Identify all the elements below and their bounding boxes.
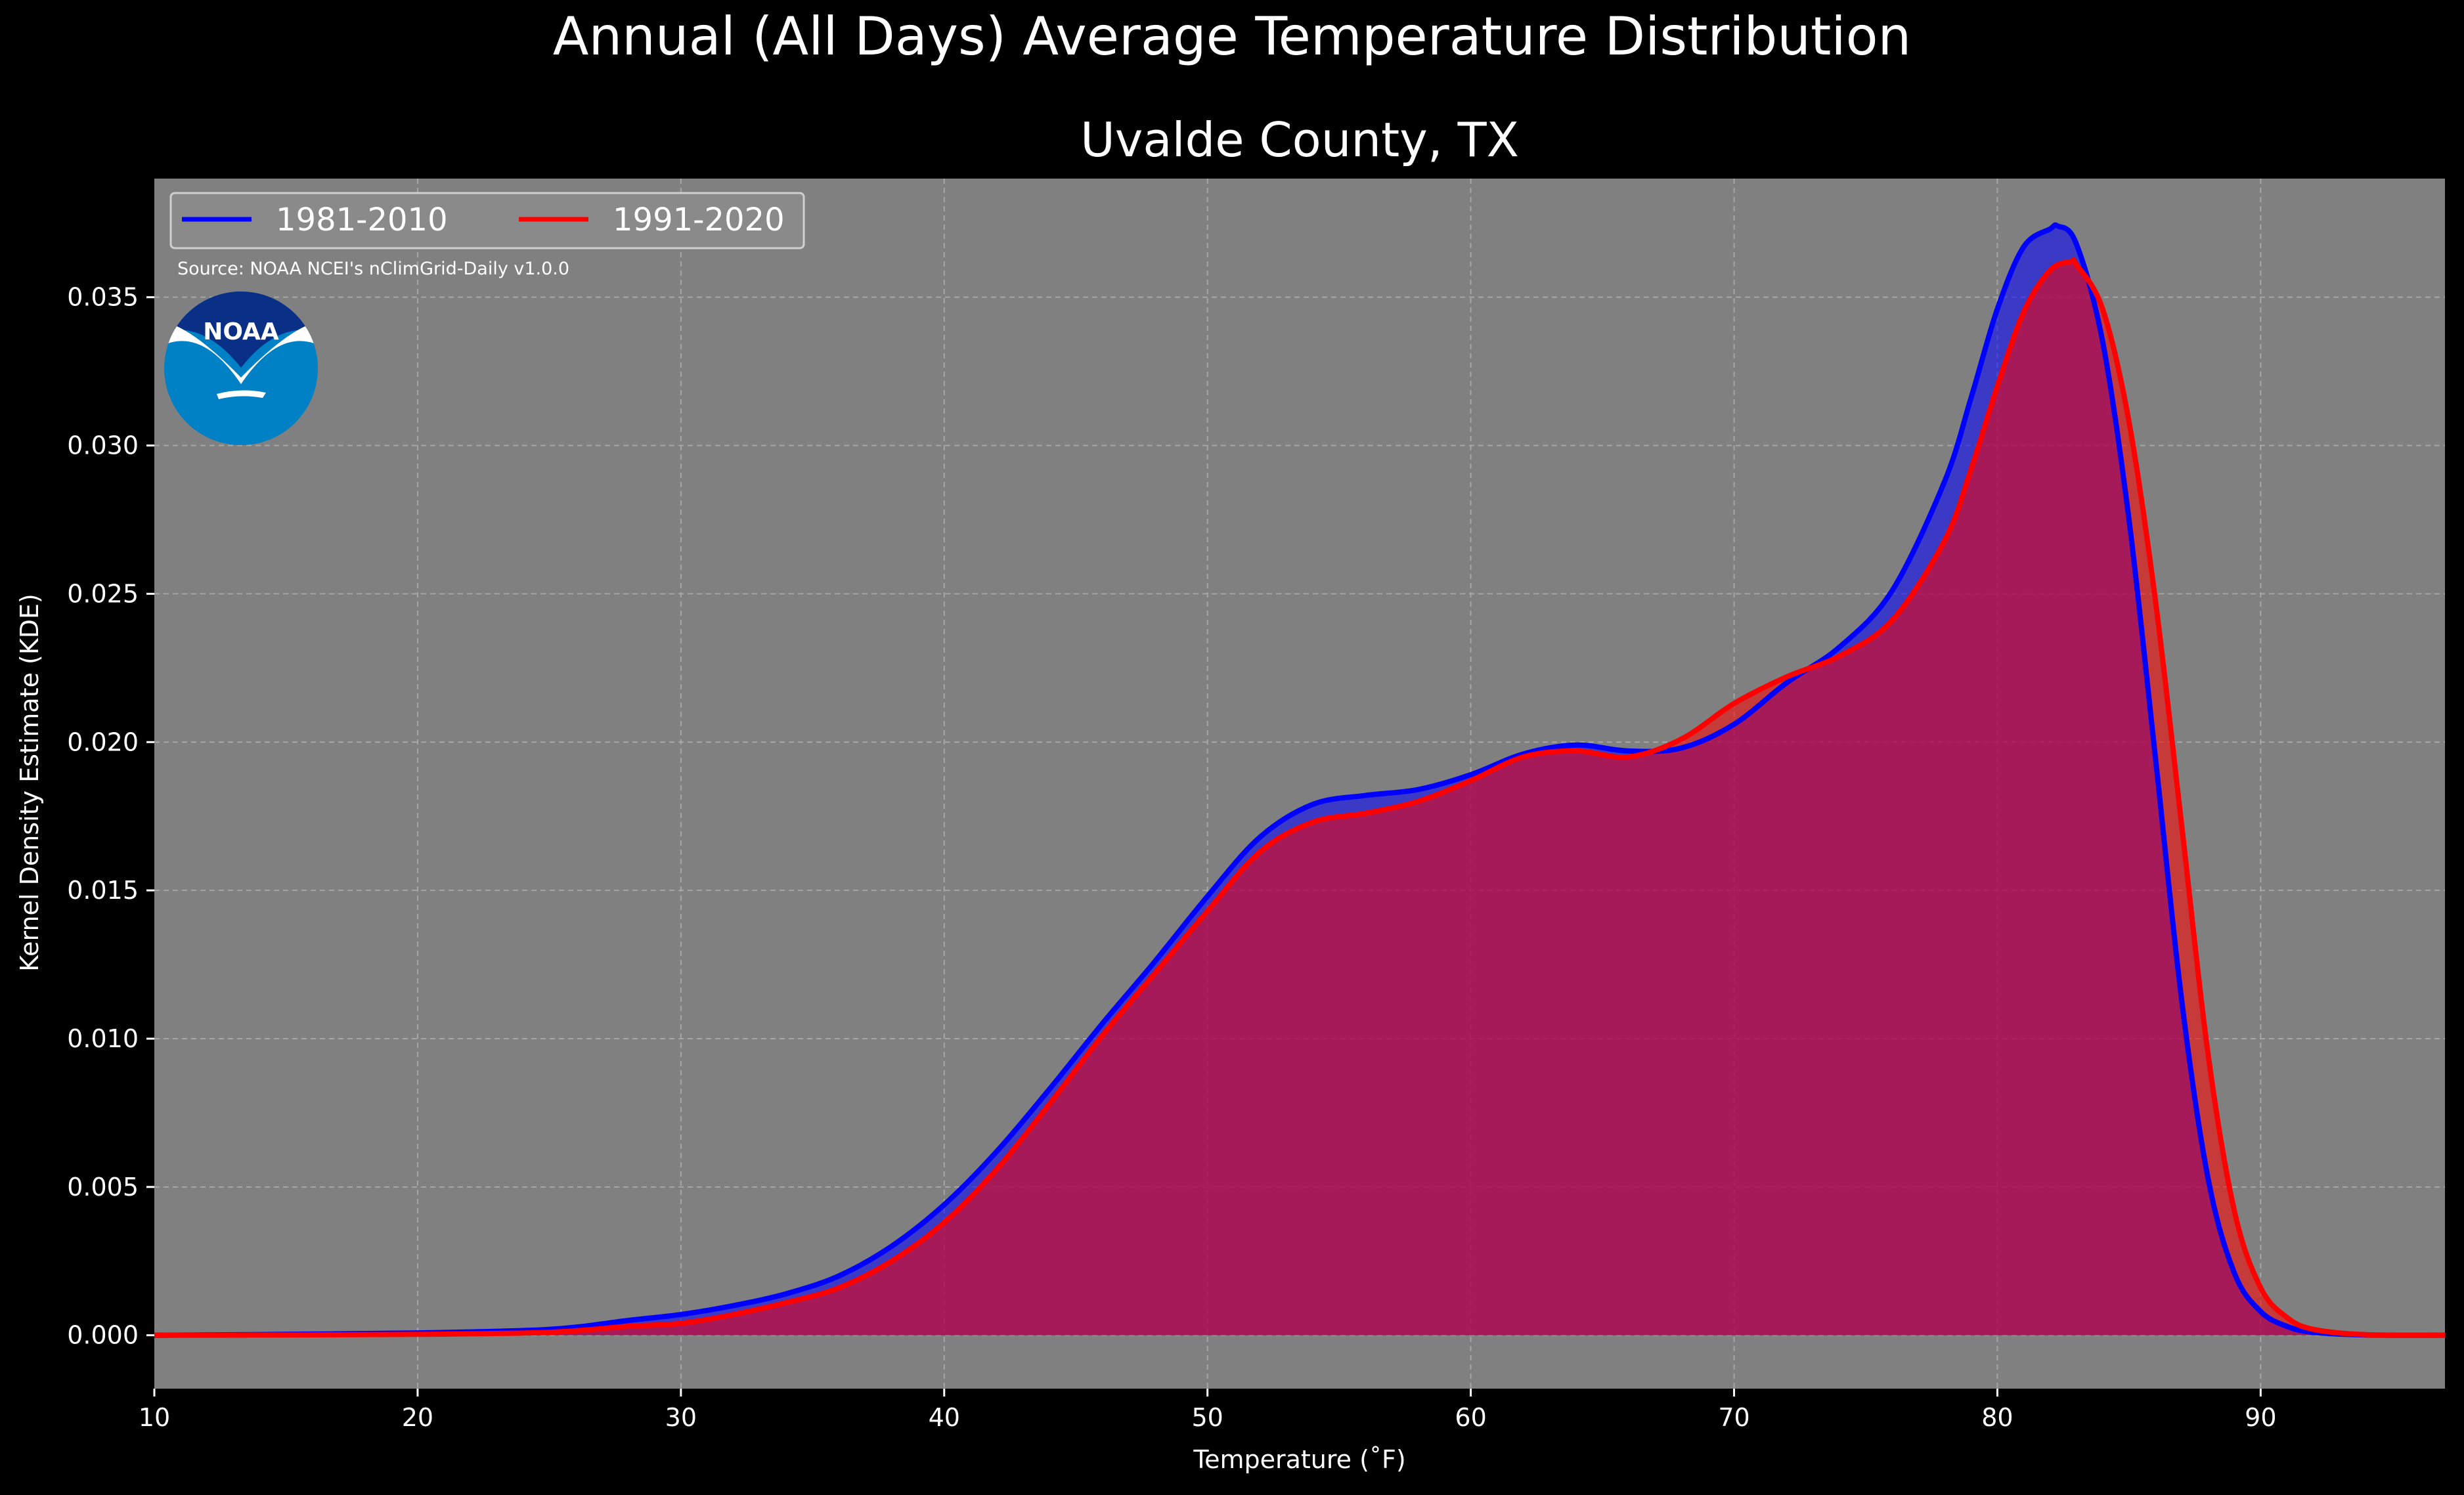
legend: 1981-2010 1991-2020	[169, 192, 805, 249]
noaa-logo-bird-icon	[164, 322, 318, 384]
y-axis-ticks: 0.000 0.005 0.010 0.015 0.020 0.025 0.030 0.035	[67, 283, 154, 1350]
x-tick-label: 80	[1981, 1403, 2013, 1432]
noaa-logo: NOAA	[164, 292, 318, 445]
y-tick-label: 0.005	[67, 1173, 139, 1202]
y-tick-label: 0.015	[67, 876, 139, 905]
figure-suptitle: Annual (All Days) Average Temperature Di…	[553, 6, 1911, 67]
x-tick-label: 30	[665, 1403, 697, 1432]
x-tick-label: 20	[402, 1403, 433, 1432]
x-axis-label: Temperature (˚F)	[1193, 1445, 1405, 1474]
y-tick-label: 0.030	[67, 431, 139, 460]
y-tick-label: 0.020	[67, 727, 139, 756]
noaa-logo-text: NOAA	[203, 318, 279, 345]
source-note: Source: NOAA NCEI's nClimGrid-Daily v1.0…	[177, 259, 569, 279]
noaa-logo-tail	[217, 390, 266, 399]
noaa-logo-top	[164, 292, 318, 368]
x-tick-label: 70	[1718, 1403, 1749, 1432]
series-line-1991-2020	[154, 257, 2446, 1338]
area-fills	[154, 225, 2445, 1335]
y-tick-label: 0.000	[67, 1321, 139, 1350]
x-tick-label: 10	[139, 1403, 170, 1432]
legend-label-1981-2010: 1981-2010	[276, 202, 448, 238]
legend-label-1991-2020: 1991-2020	[613, 202, 785, 238]
y-tick-label: 0.010	[67, 1024, 139, 1053]
legend-box	[169, 192, 805, 249]
chart-title: Uvalde County, TX	[1080, 112, 1519, 167]
y-axis-label: Kernel Density Estimate (KDE)	[15, 594, 44, 972]
x-tick-label: 90	[2245, 1403, 2276, 1432]
x-tick-label: 40	[929, 1403, 960, 1432]
x-tick-label: 50	[1191, 1403, 1223, 1432]
x-tick-label: 60	[1455, 1403, 1486, 1432]
series-lines	[154, 222, 2446, 1338]
y-tick-label: 0.035	[67, 283, 139, 312]
x-axis-ticks: 10 20 30 40 50 60 70 80 90	[139, 1389, 2277, 1432]
y-tick-label: 0.025	[67, 579, 139, 608]
area-fill-1991-2020	[154, 259, 2445, 1335]
